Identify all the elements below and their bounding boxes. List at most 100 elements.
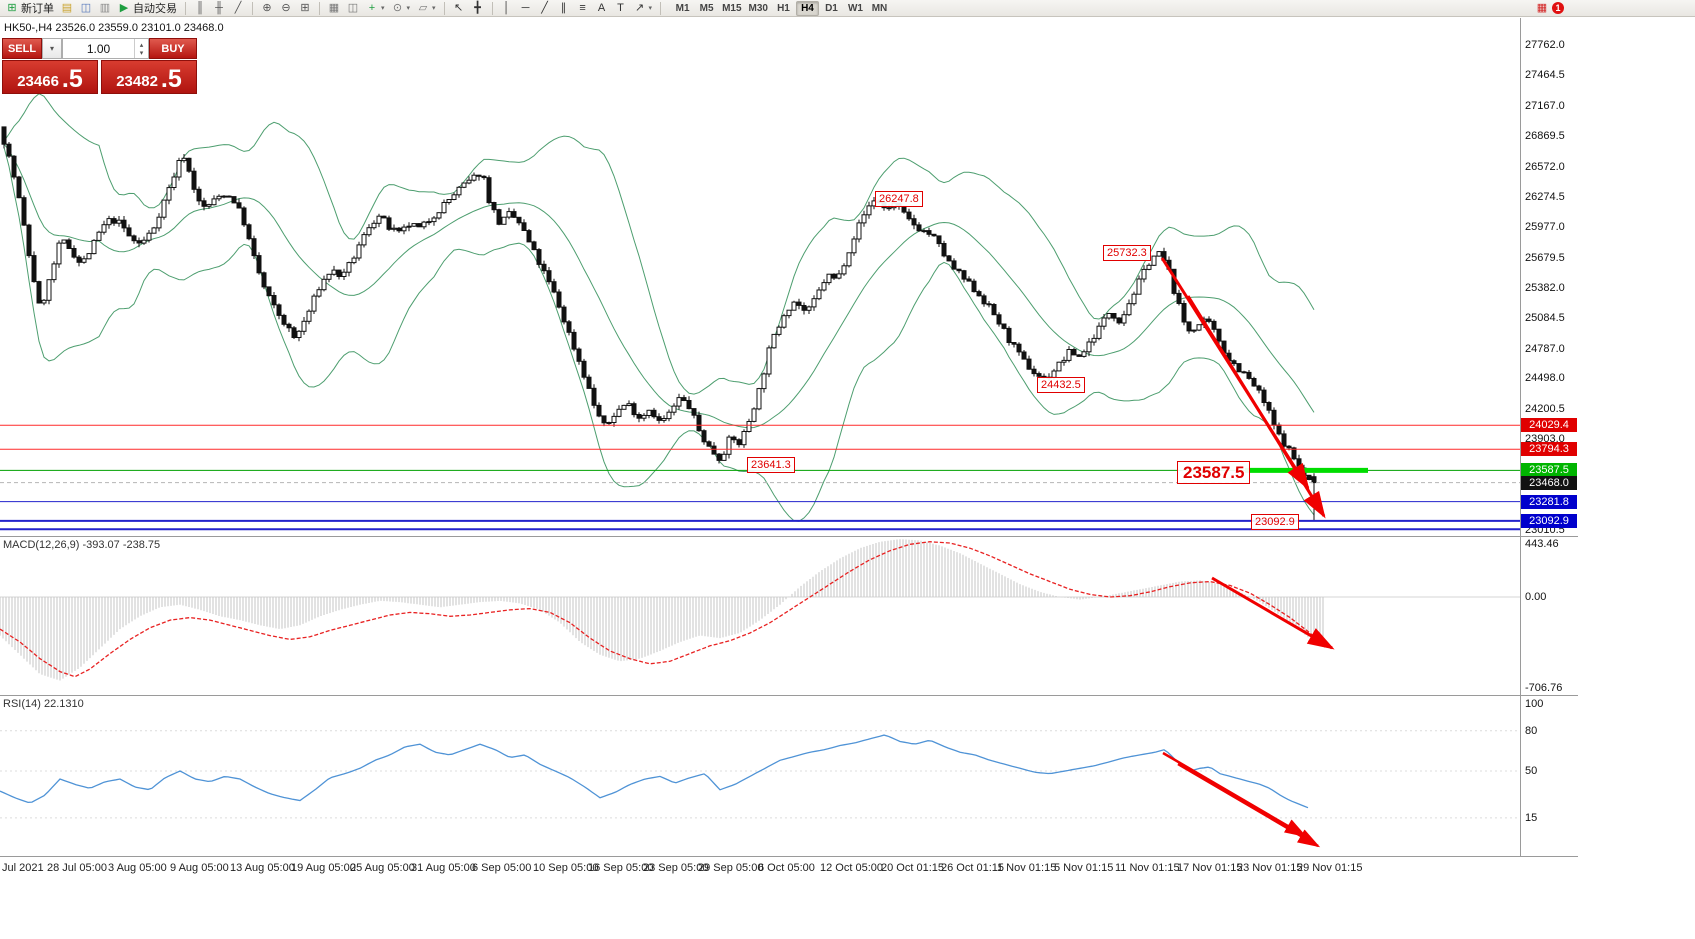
- rsi-panel[interactable]: [0, 696, 1520, 856]
- timeframe-h1[interactable]: H1: [777, 2, 790, 14]
- time-axis-label: Jul 2021: [2, 862, 44, 874]
- timeframe-m15[interactable]: M15: [722, 2, 742, 14]
- buy-price-main: 23482: [116, 73, 158, 90]
- trend-arrow[interactable]: [1177, 762, 1321, 848]
- time-axis-label: 1 Nov 01:15: [997, 862, 1057, 874]
- text-icon: A: [597, 2, 606, 14]
- objects-list-button[interactable]: ◫: [344, 1, 362, 16]
- candlestick-icon: ╫: [215, 2, 223, 14]
- order-type-dropdown[interactable]: ▾: [42, 38, 62, 59]
- symbol-ohlc-label: HK50-,H4 23526.0 23559.0 23101.0 23468.0: [4, 22, 224, 34]
- bollinger-upper: [3, 93, 1315, 395]
- time-axis-label: 29 Nov 01:15: [1297, 862, 1363, 874]
- text-button[interactable]: A: [593, 1, 611, 16]
- price-tick: 25679.5: [1525, 252, 1565, 264]
- auto-trading-button[interactable]: ▶ 自动交易: [115, 1, 180, 16]
- buy-button[interactable]: BUY: [149, 38, 197, 59]
- chart-window-button[interactable]: ▤: [58, 1, 76, 16]
- price-tick: 27762.0: [1525, 39, 1565, 51]
- sell-price-frac: .5: [61, 65, 83, 93]
- chevron-down-icon: ▾: [648, 5, 653, 12]
- vertical-line-button[interactable]: │: [498, 1, 516, 16]
- price-level-badge: 23281.8: [1521, 495, 1577, 509]
- price-level-badge: 23092.9: [1521, 514, 1577, 528]
- zoom-out-icon: ⊖: [281, 2, 291, 14]
- trend-arrow[interactable]: [1162, 751, 1308, 838]
- add-indicator-button[interactable]: + ▾: [363, 1, 388, 16]
- data-window-button[interactable]: ▥: [96, 1, 114, 16]
- timeframe-w1[interactable]: W1: [847, 2, 863, 14]
- bar-chart-button[interactable]: ║: [191, 1, 209, 16]
- zoom-in-button[interactable]: ⊕: [258, 1, 276, 16]
- trend-arrow[interactable]: [1211, 576, 1335, 650]
- macd-panel[interactable]: [0, 537, 1520, 695]
- candles: [1, 126, 1317, 521]
- channel-button[interactable]: ∥: [555, 1, 573, 16]
- toolbar-separator: [443, 1, 445, 15]
- timeframe-h4[interactable]: H4: [795, 0, 819, 16]
- trend-arrow[interactable]: [1186, 295, 1326, 519]
- sell-button[interactable]: SELL: [2, 38, 42, 59]
- label-button[interactable]: T: [612, 1, 630, 16]
- price-tick: 24200.5: [1525, 403, 1565, 415]
- clock-icon: ⊙: [392, 2, 403, 14]
- buy-price-display[interactable]: 23482 .5: [101, 60, 197, 94]
- template-icon: ▱: [418, 2, 428, 14]
- volume-stepper[interactable]: ▴ ▾: [134, 39, 148, 58]
- vertical-line-icon: │: [503, 2, 510, 14]
- price-level-badge: 23587.5: [1521, 463, 1577, 477]
- timeframe-m5[interactable]: M5: [699, 2, 714, 14]
- zoom-in-icon: ⊕: [262, 2, 272, 14]
- objects-list-icon: ◫: [347, 2, 359, 14]
- rsi-line: [0, 734, 1309, 809]
- cursor-button[interactable]: ↖: [450, 1, 468, 16]
- price-tick: 27464.5: [1525, 69, 1565, 81]
- timeframe-m30[interactable]: M30: [748, 2, 768, 14]
- time-axis-label: 12 Oct 05:00: [820, 862, 883, 874]
- panel-separator[interactable]: [0, 536, 1578, 537]
- indicators-icon: ▦: [328, 2, 340, 14]
- new-order-button[interactable]: ⊞ 新订单: [3, 1, 57, 16]
- candlestick-button[interactable]: ╫: [210, 1, 228, 16]
- indicators-button[interactable]: ▦: [325, 1, 343, 16]
- line-chart-button[interactable]: ╱: [229, 1, 247, 16]
- sell-price-display[interactable]: 23466 .5: [2, 60, 98, 94]
- time-axis[interactable]: Jul 2021 28 Jul 05:00 3 Aug 05:00 9 Aug 05:…: [0, 856, 1578, 878]
- volume-input[interactable]: 1.00 ▴ ▾: [62, 38, 149, 59]
- play-icon: ▶: [119, 2, 129, 14]
- timeframe-mn[interactable]: MN: [871, 2, 888, 14]
- data-window-icon: ▥: [99, 2, 111, 14]
- zoom-out-button[interactable]: ⊖: [277, 1, 295, 16]
- time-axis-label: 19 Aug 05:00: [291, 862, 356, 874]
- price-scale[interactable]: 27762.0 27464.5 27167.0 26869.5 26572.0 26274…: [1521, 18, 1601, 856]
- chevron-down-icon: ▾: [381, 5, 385, 12]
- main-chart[interactable]: [0, 18, 1520, 536]
- chevron-up-icon: ▴: [139, 41, 144, 49]
- time-axis-label: 5 Nov 01:15: [1054, 862, 1114, 874]
- fibonacci-button[interactable]: ≡: [574, 1, 592, 16]
- bollinger-lower: [3, 147, 1315, 522]
- toolbar-right-group: ▦ 1: [1536, 1, 1692, 15]
- notification-badge[interactable]: 1: [1552, 2, 1564, 14]
- template-button[interactable]: ▱ ▾: [414, 1, 439, 16]
- profiles-icon: ◫: [80, 2, 92, 14]
- rsi-scale-label: 100: [1525, 698, 1544, 710]
- price-tick: 26869.5: [1525, 130, 1565, 142]
- timeframe-m1[interactable]: M1: [675, 2, 690, 14]
- price-tick: 26274.5: [1525, 191, 1565, 203]
- tile-windows-button[interactable]: ⊞: [296, 1, 314, 16]
- panel-separator[interactable]: [0, 695, 1578, 696]
- profiles-button[interactable]: ◫: [77, 1, 95, 16]
- layout-button[interactable]: ▦: [1536, 2, 1548, 14]
- timeframe-d1[interactable]: D1: [825, 2, 838, 14]
- trendline-button[interactable]: ╱: [536, 1, 554, 16]
- cursor-icon: ↖: [453, 2, 464, 14]
- fibonacci-icon: ≡: [579, 2, 586, 14]
- horizontal-line-button[interactable]: ─: [517, 1, 535, 16]
- period-selector-button[interactable]: ⊙ ▾: [389, 1, 414, 16]
- arrows-button[interactable]: ↗ ▾: [631, 1, 656, 16]
- macd-signal-line: [0, 541, 1326, 678]
- trendline-icon: ╱: [541, 2, 548, 14]
- crosshair-button[interactable]: ╋: [469, 1, 487, 16]
- time-axis-label: 11 Nov 01:15: [1115, 862, 1180, 874]
